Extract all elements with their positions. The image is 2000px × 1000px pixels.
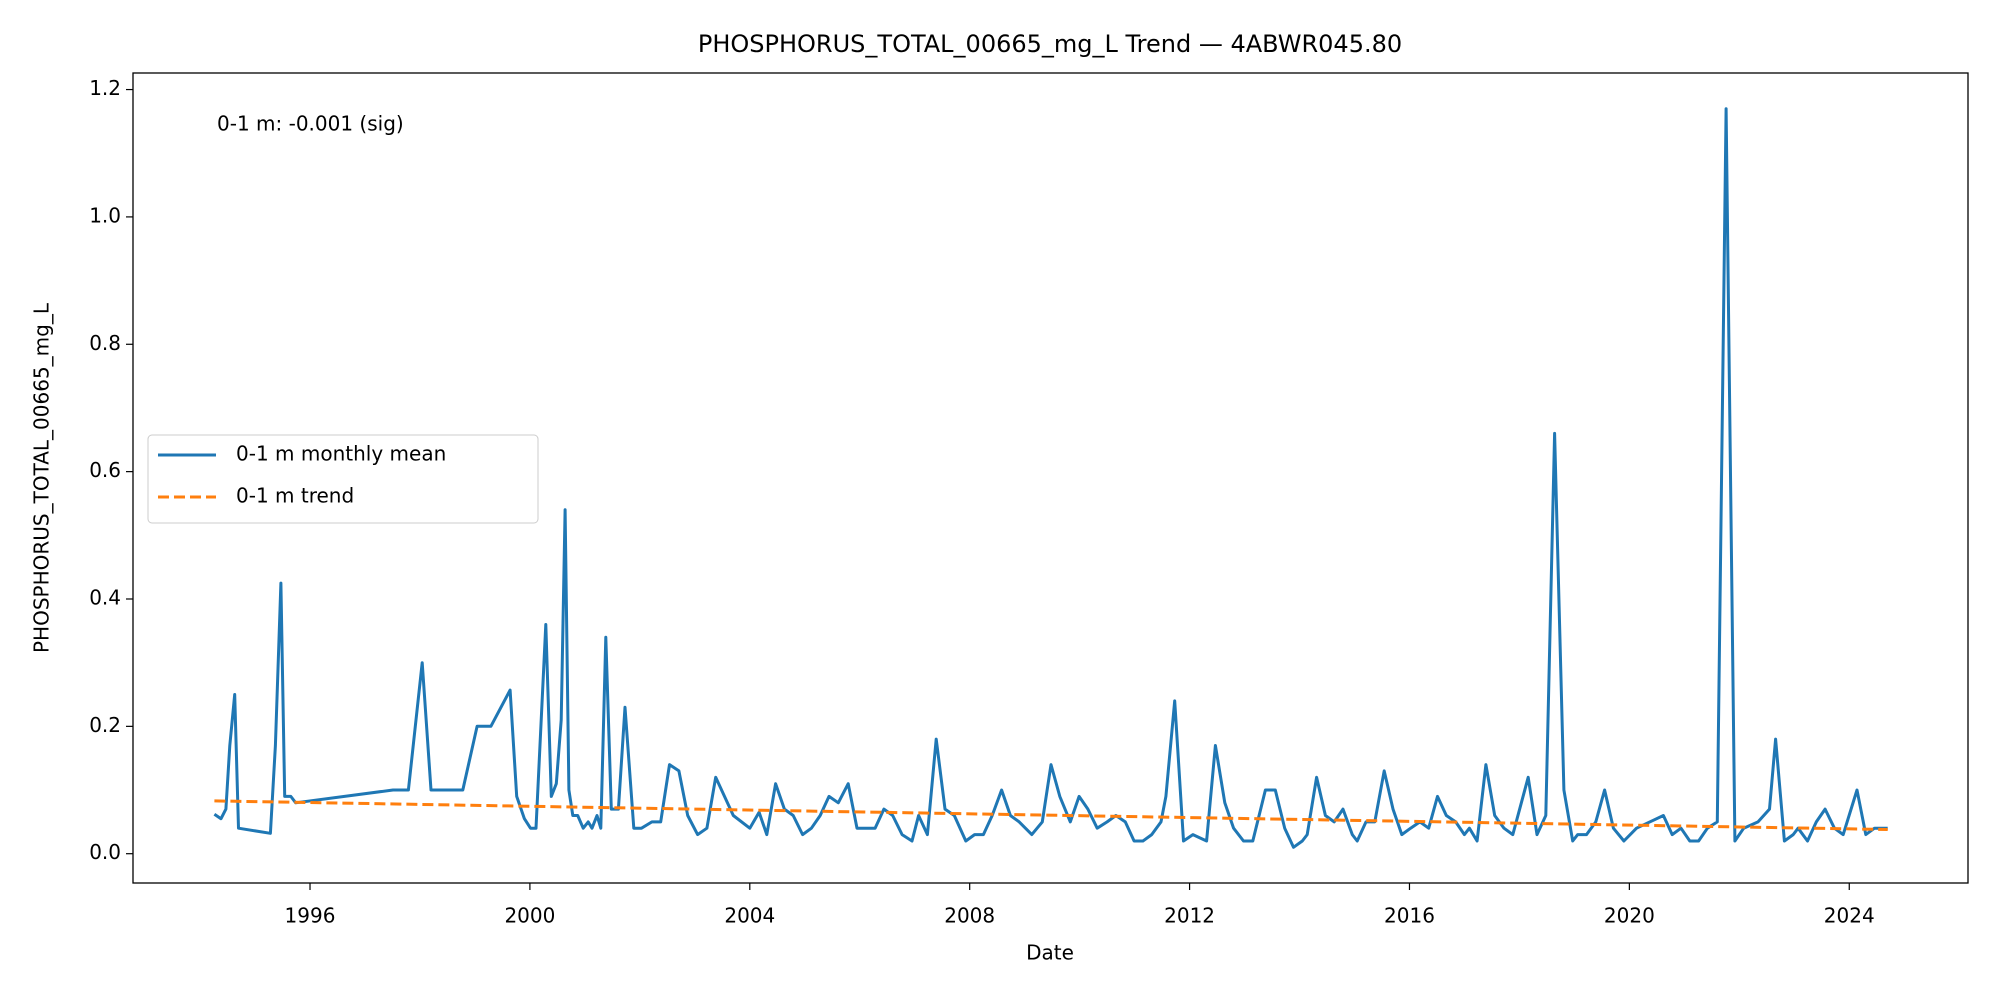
y-tick-label: 1.0 (89, 203, 121, 227)
x-tick-label: 2016 (1384, 904, 1435, 928)
x-tick-label: 2000 (504, 904, 555, 928)
legend-label: 0-1 m monthly mean (236, 442, 446, 466)
plot-frame (132, 72, 1969, 884)
x-axis-label: Date (1026, 941, 1074, 965)
y-tick-label: 0.8 (89, 331, 121, 355)
y-tick-label: 0.0 (89, 840, 121, 864)
y-tick-label: 0.6 (89, 458, 121, 482)
x-tick-label: 2024 (1824, 904, 1875, 928)
x-tick-label: 1996 (285, 904, 336, 928)
legend-label: 0-1 m trend (236, 484, 354, 508)
chart-title: PHOSPHORUS_TOTAL_00665_mg_L Trend — 4ABW… (698, 30, 1402, 58)
x-tick-label: 2004 (724, 904, 775, 928)
annotation: 0-1 m: -0.001 (sig) (217, 112, 404, 136)
y-tick-label: 1.2 (89, 76, 121, 100)
y-tick-label: 0.2 (89, 713, 121, 737)
x-tick-label: 2020 (1604, 904, 1655, 928)
x-tick-label: 2008 (944, 904, 995, 928)
x-tick-label: 2012 (1164, 904, 1215, 928)
y-axis-label: PHOSPHORUS_TOTAL_00665_mg_L (30, 302, 54, 653)
legend-box (147, 434, 539, 524)
data-line (214, 799, 1888, 831)
y-tick-label: 0.4 (89, 585, 121, 609)
